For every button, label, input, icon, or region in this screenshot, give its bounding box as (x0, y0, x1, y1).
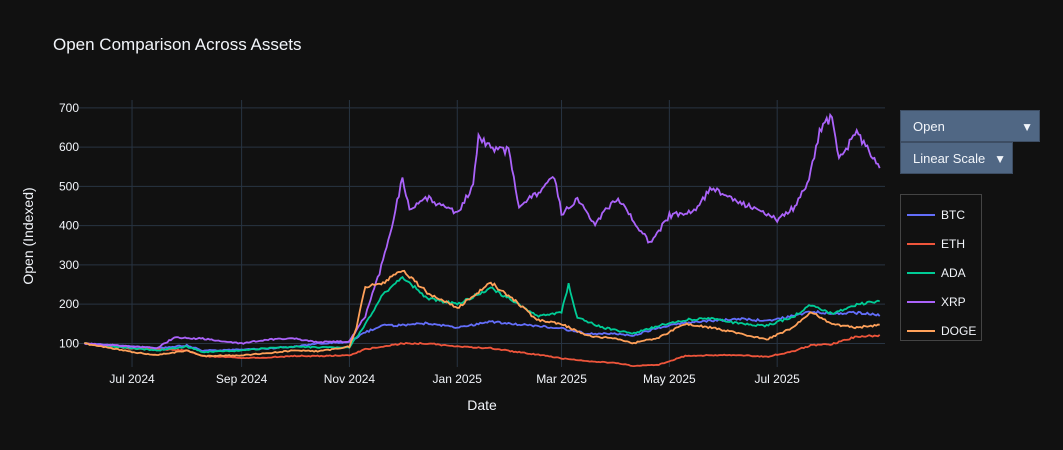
legend-label: BTC (941, 207, 965, 222)
series-lines (83, 112, 881, 368)
legend-swatch (907, 213, 935, 216)
scale-dropdown-label: Linear Scale (913, 151, 986, 166)
legend: BTC ETH ADA XRP DOGE (900, 194, 982, 341)
x-axis-title: Date (467, 397, 497, 413)
series-line-ada (84, 275, 880, 354)
series-line-btc (83, 309, 881, 353)
x-tick-label: Mar 2025 (536, 372, 587, 386)
y-tick-label: 300 (59, 258, 79, 272)
metric-dropdown-label: Open (913, 119, 945, 134)
y-tick-label: 700 (59, 101, 79, 115)
legend-label: XRP (941, 294, 966, 309)
legend-swatch (907, 242, 935, 245)
y-tick-label: 600 (59, 140, 79, 154)
legend-label: ADA (941, 265, 966, 280)
chevron-down-icon: ▼ (1021, 120, 1033, 134)
legend-item-ada[interactable]: ADA (901, 258, 981, 287)
x-tick-label: Jan 2025 (433, 372, 483, 386)
series-line-xrp (83, 112, 881, 350)
chevron-down-icon: ▼ (994, 152, 1006, 166)
legend-swatch (907, 271, 935, 274)
metric-dropdown[interactable]: Open ▼ (900, 110, 1040, 142)
x-tick-label: Jul 2024 (109, 372, 155, 386)
legend-item-btc[interactable]: BTC (901, 200, 981, 229)
x-tick-label: Nov 2024 (324, 372, 376, 386)
legend-item-eth[interactable]: ETH (901, 229, 981, 258)
series-line-doge (84, 269, 880, 358)
chart-title: Open Comparison Across Assets (53, 35, 302, 54)
legend-label: DOGE (941, 323, 977, 338)
y-tick-label: 500 (59, 179, 79, 193)
scale-dropdown[interactable]: Linear Scale ▼ (900, 142, 1013, 174)
legend-item-xrp[interactable]: XRP (901, 287, 981, 316)
y-axis-title: Open (Indexed) (20, 187, 36, 284)
axis-ticks: 100 200 300 400 500 600 700 Jul 2024 Sep 2024 Nov… (59, 101, 800, 386)
y-tick-label: 200 (59, 297, 79, 311)
legend-swatch (907, 300, 935, 303)
x-tick-label: May 2025 (643, 372, 696, 386)
legend-swatch (907, 329, 935, 332)
y-tick-label: 100 (59, 336, 79, 350)
legend-label: ETH (941, 236, 965, 251)
legend-item-doge[interactable]: DOGE (901, 316, 981, 345)
grid-lines (79, 100, 885, 367)
y-tick-label: 400 (59, 219, 79, 233)
x-tick-label: Sep 2024 (216, 372, 268, 386)
x-tick-label: Jul 2025 (754, 372, 800, 386)
